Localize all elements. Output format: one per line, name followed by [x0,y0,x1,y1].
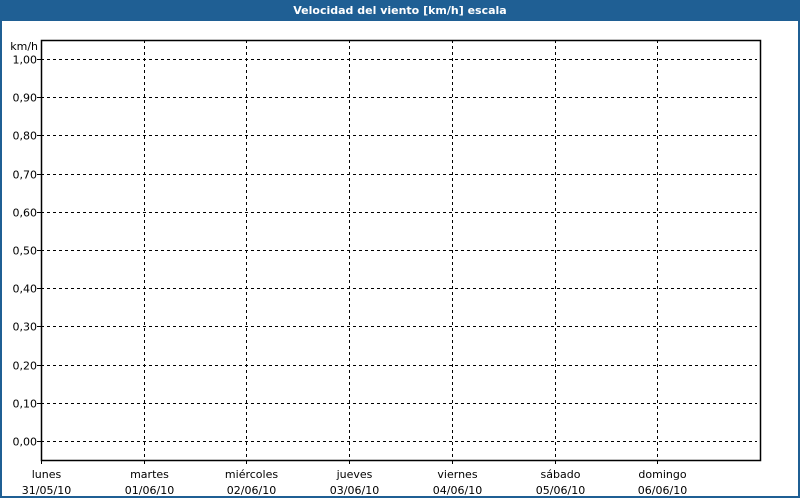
x-tick-label-date: 06/06/10 [638,484,687,497]
y-tick-label: 0,50 [13,245,38,258]
x-tick-label-day: martes [130,468,169,481]
x-tick-label-date: 02/06/10 [227,484,276,497]
y-axis-label: km/h [10,40,38,53]
chart-title: Velocidad del viento [km/h] escala [0,0,800,21]
y-tick-label: 0,20 [13,360,38,373]
x-tick-label-day: sábado [541,468,581,481]
x-tick-label-day: miércoles [225,468,278,481]
y-tick-label: 0,90 [13,92,38,105]
y-tick-label: 0,80 [13,130,38,143]
x-tick-label-date: 31/05/10 [22,484,71,497]
plot-border [40,39,762,462]
y-tick-label: 0,60 [13,207,38,220]
x-tick-label-day: lunes [32,468,62,481]
x-tick-label-day: jueves [336,468,373,481]
y-tick-label: 0,10 [13,398,38,411]
x-tick-label-day: viernes [437,468,477,481]
x-tick-label-date: 04/06/10 [433,484,482,497]
y-tick-label: 0,70 [13,169,38,182]
x-tick-label-date: 03/06/10 [330,484,379,497]
x-tick-label-day: domingo [638,468,686,481]
y-tick-label: 0,30 [13,321,38,334]
x-tick-label-date: 05/06/10 [536,484,585,497]
y-tick-label: 0,40 [13,283,38,296]
y-tick-label: 0,00 [13,436,38,449]
x-tick-label-date: 01/06/10 [125,484,174,497]
y-tick-label: 1,00 [13,54,38,67]
